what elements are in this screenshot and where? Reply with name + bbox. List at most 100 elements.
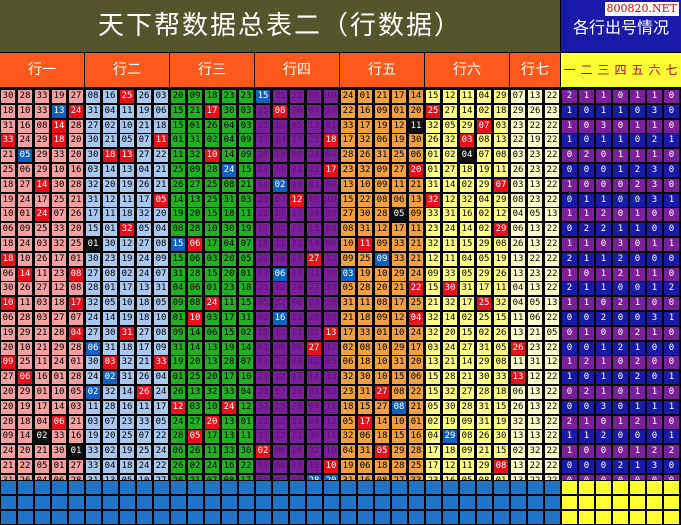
number-cell: 31 — [170, 266, 186, 282]
number-cell: 14 — [51, 399, 67, 415]
number-cell: 21 — [408, 251, 424, 267]
number-cell: 18 — [323, 133, 339, 149]
number-cell: 07 — [272, 192, 288, 208]
number-cell: 18 — [204, 89, 220, 104]
number-cell: 20 — [221, 251, 237, 267]
number-cell: 02 — [187, 459, 203, 474]
footer-summary-cell — [561, 495, 578, 510]
summary-cell: 1 — [561, 429, 578, 445]
number-cell: 27 — [187, 177, 203, 193]
number-cell: 19 — [289, 281, 305, 297]
number-cell: 02 — [476, 222, 492, 238]
number-cell: 01 — [17, 207, 33, 223]
number-cell: 05 — [68, 385, 84, 400]
number-cell: 11 — [238, 207, 254, 223]
number-cell: 22 — [408, 385, 424, 400]
number-cell: 28 — [17, 89, 33, 104]
table-row: 27 06 16 01 28 24 02 31 26 04 01 25 20 17 10 23 12 17 14 33… — [0, 370, 560, 386]
summary-cell: 0 — [663, 148, 680, 164]
number-cell: 20 — [187, 207, 203, 223]
summary-cell: 3 — [646, 459, 663, 474]
number-cell: 15 — [170, 237, 186, 252]
summary-cell: 0 — [578, 118, 595, 134]
summary-cell: 1 — [629, 296, 646, 312]
number-cell: 17 — [391, 296, 407, 312]
number-cell: 32 — [527, 444, 543, 460]
footer-cell — [238, 495, 255, 510]
number-cell: 08 — [221, 177, 237, 193]
summary-cell: 0 — [578, 311, 595, 326]
number-cell: 05 — [119, 133, 135, 149]
number-cell: 27 — [68, 89, 84, 104]
number-cell: 30 — [323, 266, 339, 282]
number-cell: 13 — [408, 192, 424, 208]
number-cell: 33 — [153, 355, 169, 371]
summary-cell: 0 — [578, 163, 595, 178]
summary-cell: 2 — [578, 385, 595, 400]
footer-cell — [34, 480, 51, 495]
number-cell: 05 — [289, 118, 305, 134]
number-cell: 06 — [357, 429, 373, 445]
footer-cell — [493, 480, 510, 495]
number-cell: 24 — [306, 148, 322, 164]
footer-cell — [34, 495, 51, 510]
footer-cell — [0, 510, 17, 525]
number-cell: 31 — [85, 103, 101, 119]
footer-cell — [204, 495, 221, 510]
number-cell: 17 — [289, 133, 305, 149]
number-cell: 02 — [459, 177, 475, 193]
number-cell: 17 — [34, 399, 50, 415]
number-cell: 05 — [187, 429, 203, 445]
number-cell: 28 — [357, 281, 373, 297]
number-cell: 10 — [374, 266, 390, 282]
summary-cell: 0 — [595, 237, 612, 252]
number-cell: 14 — [102, 163, 118, 178]
number-cell: 10 — [204, 148, 220, 164]
number-cell: 12 — [493, 207, 509, 223]
number-cell: 13 — [306, 118, 322, 134]
number-cell: 01 — [238, 266, 254, 282]
number-cell: 31 — [476, 399, 492, 415]
number-cell: 27 — [255, 133, 271, 149]
number-cell: 18 — [136, 296, 152, 312]
number-cell: 02 — [272, 222, 288, 238]
number-cell: 21 — [340, 311, 356, 326]
number-cell: 10 — [323, 459, 339, 474]
number-cell: 08 — [323, 237, 339, 252]
number-cell: 11 — [323, 399, 339, 415]
number-cell: 24 — [68, 103, 84, 119]
summary-cell: 1 — [629, 118, 646, 134]
number-cell: 30 — [442, 399, 458, 415]
number-cell: 08 — [187, 296, 203, 312]
number-cell: 27 — [306, 251, 322, 267]
number-cell: 24 — [408, 325, 424, 341]
number-cell: 03 — [510, 148, 526, 164]
table-row: 19 29 21 28 04 27 30 31 27 08 09 14 06 15 02 15 12 21 02 13… — [0, 325, 560, 341]
table-row: 21 05 29 33 20 30 18 13 27 22 11 32 10 14 09 25 15 09 24 04… — [0, 148, 560, 164]
number-cell: 30 — [476, 370, 492, 386]
summary-cell: 0 — [663, 207, 680, 223]
number-cell: 28 — [68, 340, 84, 356]
site-badge[interactable]: 800820.NET — [604, 2, 679, 16]
summary-cell: 0 — [578, 133, 595, 149]
summary-cell: 1 — [646, 89, 663, 104]
summary-cell: 1 — [595, 281, 612, 297]
number-cell: 22 — [544, 118, 560, 134]
number-cell: 27 — [442, 163, 458, 178]
number-cell: 20 — [204, 414, 220, 430]
summary-cell: 1 — [629, 340, 646, 356]
number-cell: 22 — [238, 459, 254, 474]
number-cell: 33 — [136, 414, 152, 430]
number-cell: 16 — [272, 311, 288, 326]
number-cell: 23 — [221, 281, 237, 297]
number-cell: 30 — [323, 311, 339, 326]
summary-cell: 0 — [612, 429, 629, 445]
number-cell: 30 — [85, 133, 101, 149]
number-cell: 30 — [238, 444, 254, 460]
number-cell: 28 — [187, 222, 203, 238]
number-cell: 21 — [255, 414, 271, 430]
